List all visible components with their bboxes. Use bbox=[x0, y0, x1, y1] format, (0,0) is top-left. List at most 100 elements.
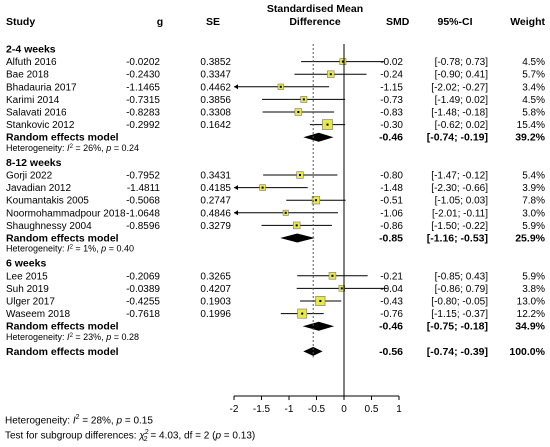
x-tick-label: -0.5 bbox=[308, 404, 326, 415]
subgroup-pooled-ci: [-0.74; -0.19] bbox=[427, 132, 488, 144]
study-smd: -1.15 bbox=[380, 82, 403, 93]
study-g: -1.4811 bbox=[127, 183, 161, 194]
subgroup-pooled-smd: -0.46 bbox=[379, 132, 403, 144]
study-g: -0.8283 bbox=[126, 108, 160, 119]
study-g: -0.2069 bbox=[126, 271, 160, 282]
study-se: 0.3852 bbox=[200, 57, 231, 68]
subgroup-pooled-label: Random effects model bbox=[6, 321, 119, 333]
group-title: 6 weeks bbox=[6, 258, 46, 270]
study-ci: [-1.47; -0.12] bbox=[431, 171, 488, 182]
study-weight: 3.4% bbox=[522, 82, 545, 93]
study-g: -1.1465 bbox=[126, 82, 160, 93]
header-g: g bbox=[157, 16, 163, 28]
study-name: Lee 2015 bbox=[6, 271, 48, 282]
study-weight: 3.9% bbox=[522, 183, 545, 194]
study-se: 0.1996 bbox=[200, 309, 231, 320]
study-ci: [-2.30; -0.66] bbox=[431, 183, 488, 194]
study-smd: -0.43 bbox=[380, 297, 403, 308]
study-point bbox=[331, 274, 334, 277]
study-g: -0.2430 bbox=[126, 70, 160, 81]
study-point bbox=[297, 111, 300, 113]
header-ci: 95%-CI bbox=[437, 16, 472, 28]
subgroup-heterogeneity: Heterogeneity: I2 = 26%, p = 0.24 bbox=[6, 143, 139, 153]
study-weight: 5.9% bbox=[522, 271, 545, 282]
subgroup-pooled-smd: -0.85 bbox=[379, 233, 403, 245]
subgroup-pooled-diamond bbox=[302, 321, 335, 331]
study-weight: 5.9% bbox=[522, 221, 545, 232]
study-g: -0.7315 bbox=[126, 95, 160, 106]
x-tick-label: 1 bbox=[396, 404, 402, 415]
ci-arrow bbox=[234, 84, 238, 90]
subgroup-pooled-smd: -0.46 bbox=[379, 321, 403, 333]
subgroup-heterogeneity: Heterogeneity: I2 = 1%, p = 0.40 bbox=[6, 244, 134, 254]
study-se: 0.4185 bbox=[200, 183, 231, 194]
study-se: 0.3279 bbox=[200, 221, 231, 232]
x-tick-label: 0 bbox=[341, 404, 347, 415]
study-smd: -0.51 bbox=[380, 196, 403, 207]
study-point bbox=[261, 186, 264, 189]
study-point bbox=[326, 123, 329, 126]
study-point bbox=[340, 287, 343, 290]
study-ci: [-1.49; 0.02] bbox=[435, 95, 489, 106]
study-name: Javadian 2012 bbox=[6, 183, 71, 194]
study-name: Bhadauria 2017 bbox=[6, 82, 77, 93]
overall-pooled-ci: [-0.74; -0.39] bbox=[427, 346, 488, 358]
x-tick-label: 0.5 bbox=[365, 404, 379, 415]
study-se: 0.3431 bbox=[200, 171, 231, 182]
study-g: -0.2992 bbox=[126, 120, 160, 131]
subgroup-pooled-weight: 34.9% bbox=[515, 321, 545, 333]
study-se: 0.3265 bbox=[200, 271, 231, 282]
subgroup-differences-test: Test for subgroup differences: χ22 = 4.0… bbox=[5, 429, 256, 444]
header-plot-line2: Difference bbox=[289, 16, 341, 28]
study-smd: -0.83 bbox=[380, 108, 403, 119]
study-smd: -0.02 bbox=[380, 57, 403, 68]
study-g: -0.7952 bbox=[126, 171, 160, 182]
study-smd: -1.48 bbox=[380, 183, 403, 194]
study-point bbox=[302, 98, 305, 101]
study-ci: [-2.01; -0.11] bbox=[432, 208, 488, 219]
header-study: Study bbox=[6, 16, 35, 28]
study-smd: -0.80 bbox=[380, 171, 403, 182]
study-point bbox=[329, 73, 332, 76]
study-se: 0.4846 bbox=[200, 208, 231, 219]
overall-pooled-weight: 100.0% bbox=[509, 346, 545, 358]
study-weight: 5.7% bbox=[522, 70, 545, 81]
subgroup-pooled-ci: [-0.75; -0.18] bbox=[427, 321, 488, 333]
subgroup-pooled-weight: 39.2% bbox=[515, 132, 545, 144]
study-name: Suh 2019 bbox=[6, 284, 49, 295]
study-weight: 15.4% bbox=[517, 120, 545, 131]
header-se: SE bbox=[206, 16, 220, 28]
study-smd: -0.24 bbox=[380, 70, 403, 81]
subgroup-pooled-ci: [-1.16; -0.53] bbox=[427, 233, 488, 245]
study-smd: -1.06 bbox=[380, 208, 403, 219]
overall-heterogeneity: Heterogeneity: I2 = 28%, p = 0.15 bbox=[5, 414, 153, 427]
study-ci: [-0.86; 0.79] bbox=[435, 284, 489, 295]
study-name: Ulger 2017 bbox=[6, 297, 55, 308]
study-name: Waseem 2018 bbox=[6, 309, 71, 320]
x-tick-label: -1.5 bbox=[253, 404, 271, 415]
study-point bbox=[299, 174, 301, 176]
study-name: Koumantakis 2005 bbox=[6, 196, 89, 207]
study-ci: [-0.85; 0.43] bbox=[435, 271, 489, 282]
ci-arrow bbox=[234, 185, 238, 191]
study-weight: 5.4% bbox=[522, 171, 545, 182]
study-smd: -0.30 bbox=[380, 120, 403, 131]
study-name: Salavati 2016 bbox=[6, 108, 67, 119]
study-ci: [-1.05; 0.03] bbox=[435, 196, 489, 207]
study-point bbox=[301, 312, 304, 315]
study-smd: -0.04 bbox=[380, 284, 403, 295]
study-weight: 4.5% bbox=[522, 95, 545, 106]
x-tick-label: -1 bbox=[285, 404, 294, 415]
study-ci: [-1.50; -0.22] bbox=[431, 221, 488, 232]
study-ci: [-1.48; -0.18] bbox=[431, 108, 488, 119]
study-weight: 12.2% bbox=[517, 309, 545, 320]
subgroup-pooled-diamond bbox=[280, 233, 315, 243]
study-weight: 5.8% bbox=[522, 108, 545, 119]
study-point bbox=[341, 60, 344, 63]
study-smd: -0.73 bbox=[380, 95, 403, 106]
study-g: -0.0389 bbox=[126, 284, 160, 295]
subgroup-pooled-label: Random effects model bbox=[6, 233, 119, 245]
study-se: 0.4462 bbox=[200, 82, 231, 93]
study-point bbox=[284, 211, 287, 214]
study-name: Noormohammadpour 2018 bbox=[6, 208, 126, 219]
